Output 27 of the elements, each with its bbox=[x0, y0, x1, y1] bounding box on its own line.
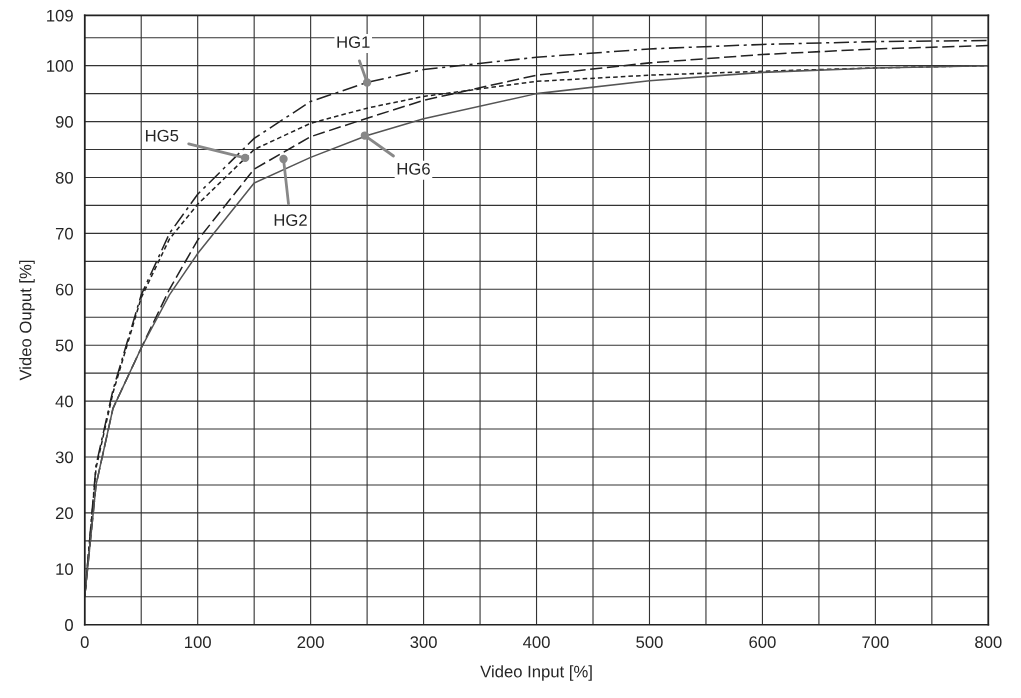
y-tick-label: 20 bbox=[55, 507, 73, 520]
x-tick-label: 200 bbox=[297, 636, 324, 649]
y-tick-label: 109 bbox=[47, 9, 73, 22]
x-tick-label: 100 bbox=[185, 636, 211, 649]
y-tick-label: 100 bbox=[47, 60, 73, 72]
y-tick-label: 40 bbox=[55, 395, 73, 408]
x-tick-label: 500 bbox=[636, 636, 663, 649]
x-tick-label: 400 bbox=[523, 636, 550, 649]
x-tick-label: 0 bbox=[80, 636, 89, 649]
y-tick-label: 10 bbox=[56, 563, 73, 576]
annotation: HG5 bbox=[146, 129, 179, 142]
y-tick-label: 60 bbox=[55, 283, 73, 296]
x-tick-label: 800 bbox=[975, 636, 1002, 649]
y-tick-label: 30 bbox=[55, 451, 73, 464]
x-tick-label: 600 bbox=[749, 636, 776, 649]
y-tick-label: 70 bbox=[55, 227, 73, 240]
annotation: HG2 bbox=[274, 214, 307, 226]
y-axis-title: Video Ouput [%] bbox=[19, 260, 35, 381]
y-tick-label: 80 bbox=[55, 171, 73, 184]
y-tick-label: 0 bbox=[65, 619, 73, 631]
annotation: HG1 bbox=[337, 36, 370, 49]
x-axis-title: Video Input [%] bbox=[480, 665, 592, 681]
y-tick-label: 90 bbox=[55, 115, 73, 128]
annotation: HG6 bbox=[397, 162, 430, 175]
x-tick-label: 700 bbox=[862, 636, 889, 649]
x-tick-label: 300 bbox=[410, 636, 437, 649]
y-tick-label: 50 bbox=[55, 339, 73, 352]
